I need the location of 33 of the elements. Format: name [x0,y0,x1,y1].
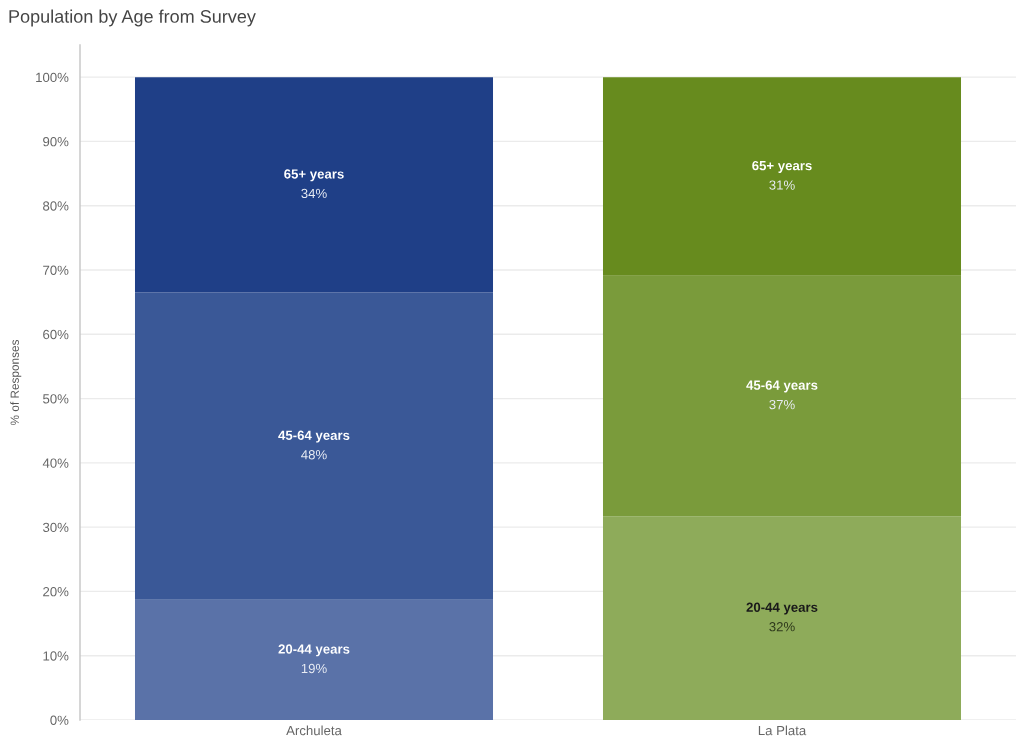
text: 45-64 years [278,430,350,443]
bar [602,516,962,720]
y-tick-label: 10% [43,651,69,661]
y-tick-label: 60% [43,329,69,340]
data-label: 37% [769,399,795,410]
x-tick-label: Archuleta [286,725,342,736]
bar [134,599,494,720]
bar [602,77,962,276]
y-tick-label: 90% [43,137,69,147]
y-axis-title: % of Responses [10,339,22,426]
data-label: 32% [769,622,795,632]
y-tick-label: 40% [42,458,69,468]
y-tick-label: 80% [43,201,69,211]
series-label: 65+ years [752,160,812,173]
text: 20-44 years [746,602,818,615]
y-tick-label: 70% [43,265,69,275]
data-label: 31% [769,180,795,190]
data-label: 48% [301,450,327,460]
y-tick-label: 30% [42,522,69,533]
data-label: 19% [301,663,327,674]
y-tick-label: 50% [43,394,69,404]
y-tick-label: 100% [36,72,69,83]
series-label: 45-64 years [746,380,818,393]
bar [134,77,494,293]
bar [134,292,494,600]
series-label: 20-44 years [278,644,350,657]
chart-title: Population by Age from Survey [9,9,256,27]
text: 65+ years [284,169,344,182]
y-tick-label: 0% [50,715,69,725]
y-tick-label: 20% [43,587,69,597]
data-label: 34% [301,188,327,199]
x-tick-label: La Plata [758,725,807,736]
bar [602,275,962,517]
